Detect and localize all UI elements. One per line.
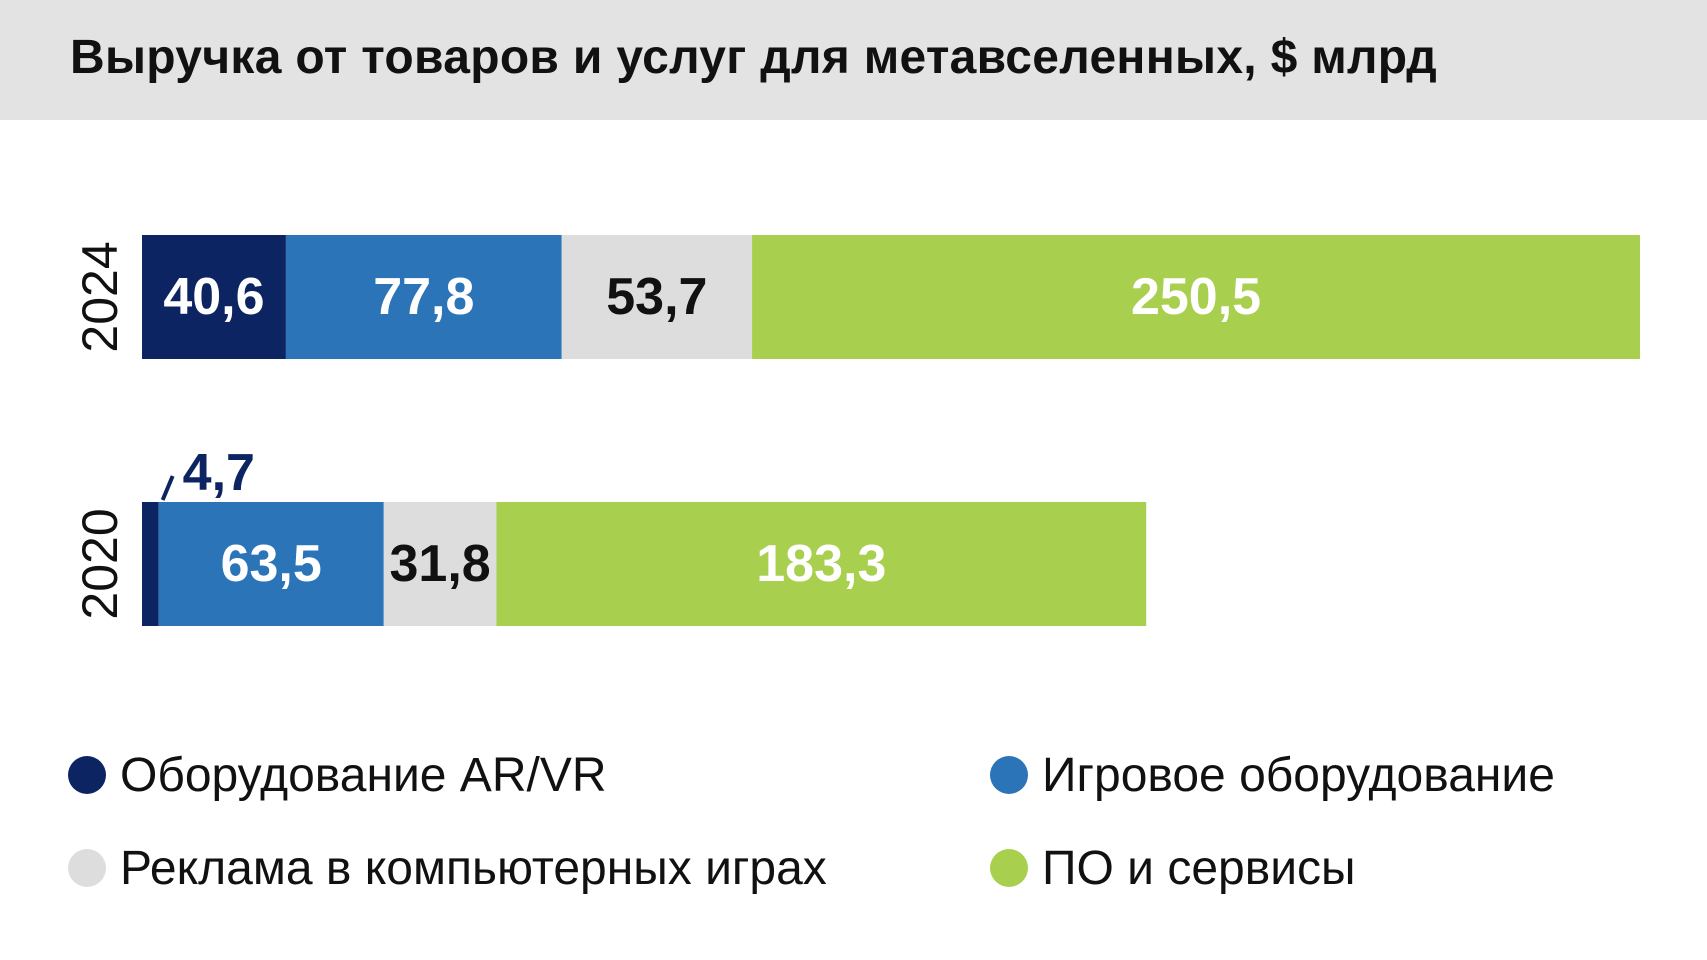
category-label-2024: 2024 — [72, 241, 128, 352]
data-label-2024-series-2: 53,7 — [606, 268, 707, 326]
data-label-2020-series-2: 31,8 — [390, 535, 491, 593]
legend-label: Оборудование AR/VR — [120, 748, 607, 802]
bar-2024-series-1 — [285, 235, 562, 359]
data-label-2024-series-1: 77,8 — [373, 268, 474, 326]
chart-title: Выручка от товаров и услуг для метавселе… — [70, 31, 1438, 84]
legend-item-software-services: ПО и сервисы — [990, 838, 1356, 898]
bar-2024-series-3 — [752, 235, 1640, 359]
data-label-2024-series-0: 40,6 — [163, 268, 264, 326]
legend-swatch — [990, 849, 1028, 887]
title-bar: Выручка от товаров и услуг для метавселе… — [0, 0, 1707, 120]
legend-label: Игровое оборудование — [1042, 748, 1555, 802]
legend-swatch — [68, 849, 106, 887]
bar-2020-series-3 — [496, 502, 1147, 626]
bar-2020-series-2 — [383, 502, 497, 626]
data-label-2020-series-0: 4,7 — [183, 444, 255, 502]
category-label-2020: 2020 — [72, 508, 128, 619]
bar-2024-series-0 — [142, 235, 286, 359]
legend-label: Реклама в компьютерных играх — [120, 841, 827, 895]
data-label-2024-series-3: 250,5 — [1131, 268, 1261, 326]
legend-swatch — [990, 756, 1028, 794]
legend-item-game-ads: Реклама в компьютерных играх — [68, 838, 827, 898]
legend-label: ПО и сервисы — [1042, 841, 1356, 895]
bar-2020-series-0 — [142, 502, 159, 626]
bar-2020-series-1 — [158, 502, 384, 626]
data-label-2020-series-3: 183,3 — [756, 535, 886, 593]
callout-line — [160, 475, 175, 501]
data-label-2020-series-1: 63,5 — [221, 535, 322, 593]
legend-swatch — [68, 756, 106, 794]
legend-item-gaming-hardware: Игровое оборудование — [990, 745, 1555, 805]
legend-item-ar-vr: Оборудование AR/VR — [68, 745, 607, 805]
bar-2024-series-2 — [561, 235, 753, 359]
